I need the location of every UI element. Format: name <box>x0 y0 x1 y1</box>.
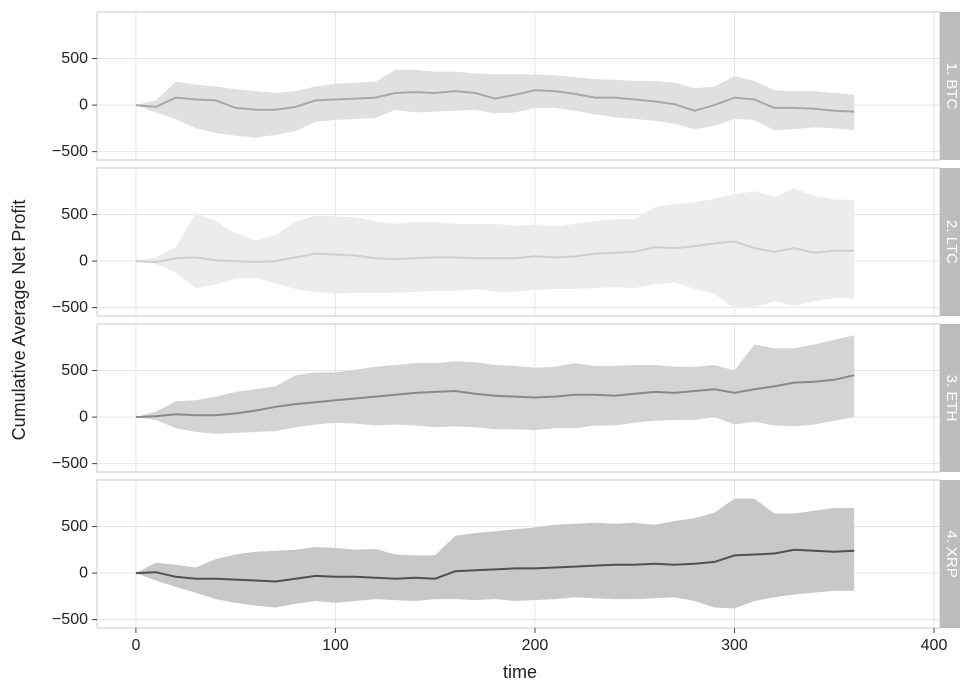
strip-background <box>940 324 960 472</box>
strip-label: 4. XRP <box>943 530 960 578</box>
y-tick-label: 0 <box>79 408 88 425</box>
y-axis-label: Cumulative Average Net Profit <box>9 200 29 441</box>
x-tick-label: 300 <box>721 637 748 654</box>
x-tick-label: 0 <box>131 637 140 654</box>
strip-background <box>940 480 960 628</box>
y-tick-label: 500 <box>61 362 88 379</box>
mean-line <box>135 374 855 419</box>
y-tick-label: 0 <box>79 252 88 269</box>
mean-line <box>135 89 855 113</box>
y-tick-label: 500 <box>61 50 88 67</box>
x-tick-label: 100 <box>322 637 349 654</box>
strip-label: 3. ETH <box>943 375 960 422</box>
y-tick-label: −500 <box>52 611 88 628</box>
x-tick-label: 200 <box>522 637 549 654</box>
ribbon <box>135 69 855 138</box>
strip-label: 2. LTC <box>943 220 960 264</box>
y-tick-label: 500 <box>61 206 88 223</box>
y-tick-label: −500 <box>52 143 88 160</box>
y-tick-label: −500 <box>52 455 88 472</box>
x-tick-label: 400 <box>921 637 948 654</box>
ribbon <box>135 335 855 434</box>
mean-line <box>135 240 855 264</box>
y-tick-label: −500 <box>52 299 88 316</box>
y-tick-label: 0 <box>79 564 88 581</box>
strip-label: 1. BTC <box>943 63 960 110</box>
ribbon <box>135 498 855 609</box>
ribbon <box>135 188 855 309</box>
strip-background <box>940 168 960 316</box>
y-tick-label: 0 <box>79 96 88 113</box>
mean-line <box>135 548 855 583</box>
strip-background <box>940 12 960 160</box>
y-tick-label: 500 <box>61 518 88 535</box>
x-axis-label: time <box>503 662 537 682</box>
